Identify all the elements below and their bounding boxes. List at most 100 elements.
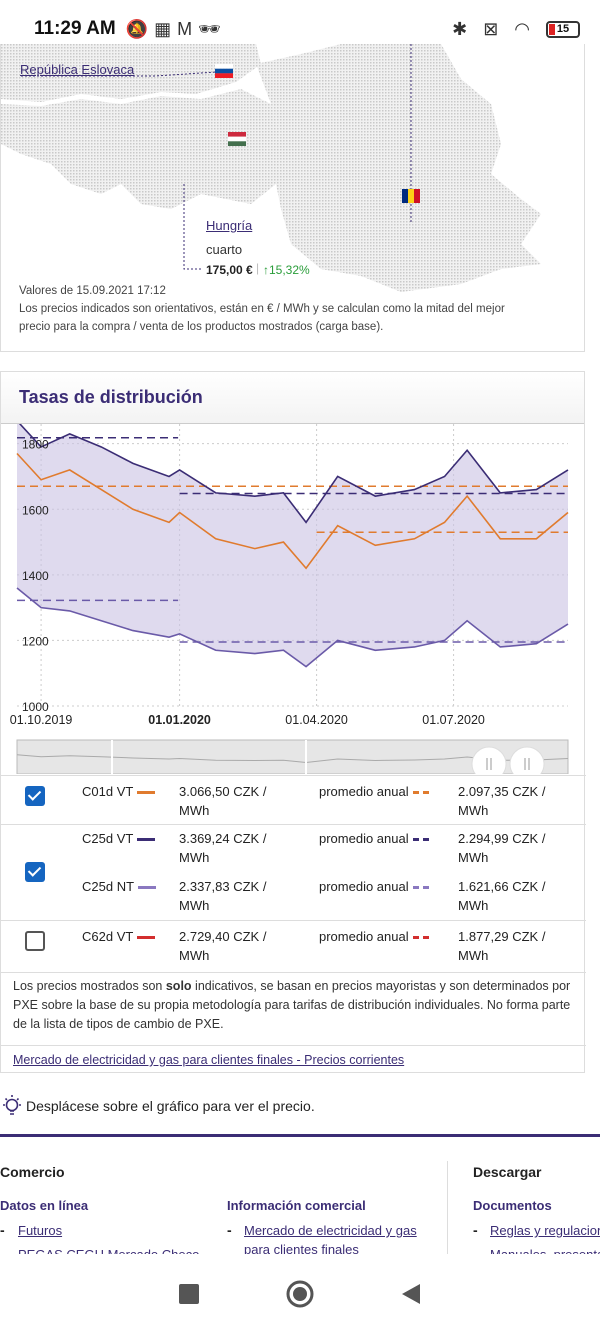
avg-label: promedio anual bbox=[319, 877, 431, 896]
tariff-name: C62d VT bbox=[82, 927, 156, 946]
hungary-change-value: 15,32% bbox=[269, 263, 310, 277]
footer-link-end-customers[interactable]: Mercado de electricidad y gas para clien… bbox=[244, 1223, 417, 1254]
series-line-0 bbox=[18, 424, 569, 524]
apps-icon: ▦ bbox=[154, 18, 172, 39]
tariff-table: C01d VT 3.066,50 CZK / MWh promedio anua… bbox=[1, 775, 586, 973]
back-icon[interactable] bbox=[400, 1283, 422, 1305]
home-icon[interactable] bbox=[285, 1279, 315, 1309]
map-graphic[interactable] bbox=[1, 44, 585, 294]
footer-link-pegas[interactable]: PEGAS CEGH Mercado Checo bbox=[18, 1245, 199, 1254]
distribution-card: Tasas de distribución 1000 1200 1400 1600 18… bbox=[0, 371, 586, 1074]
footer-heading-download: Descargar bbox=[473, 1164, 542, 1180]
checkbox-c01d[interactable] bbox=[25, 786, 45, 806]
tariff-price: 2.729,40 CZK / MWh bbox=[179, 929, 267, 963]
distribution-chart[interactable]: 1000 1200 1400 1600 1800 01.10.2019 01.01.2020… bbox=[1, 424, 586, 774]
x-tick-label: 01.04.2020 bbox=[285, 713, 348, 727]
x-tick-label: 01.01.2020 bbox=[148, 713, 211, 727]
lightbulb-icon bbox=[3, 1095, 21, 1115]
tariff-name: C01d VT bbox=[82, 782, 156, 801]
footer-divider bbox=[447, 1161, 448, 1254]
chart-hint: Desplácese sobre el gráfico para ver el … bbox=[0, 1093, 315, 1119]
navigator-border bbox=[16, 739, 569, 774]
footer-sub-documents: Documentos bbox=[473, 1198, 552, 1213]
android-nav-bar bbox=[0, 1254, 600, 1333]
avg-price: 1.877,29 CZK / MWh bbox=[458, 929, 546, 963]
navigator-line bbox=[16, 754, 569, 764]
clock: 11:29 AM bbox=[34, 18, 116, 39]
map-region-romania bbox=[256, 44, 541, 292]
avg-label: promedio anual bbox=[319, 927, 431, 946]
x-tick-label: 01.07.2020 bbox=[422, 713, 485, 727]
legend-solid-orange-icon bbox=[137, 791, 156, 795]
footer: Comercio Datos en línea - Futuros PEGAS … bbox=[0, 1134, 600, 1254]
footer-sub-online-data: Datos en línea bbox=[0, 1198, 89, 1213]
legend-solid-navy-icon bbox=[137, 838, 156, 842]
disclaimer: Los precios mostrados son solo indicativ… bbox=[13, 979, 571, 1031]
footer-link-rules[interactable]: Reglas y regulaciones bbox=[490, 1223, 600, 1238]
values-date: Valores de 15.09.2021 17:12 bbox=[19, 285, 166, 297]
legend-dashed-purple-icon bbox=[412, 886, 431, 890]
footer-heading-trade: Comercio bbox=[0, 1164, 65, 1180]
navigator-handle[interactable] bbox=[509, 746, 545, 774]
do-not-disturb-icon: 🔕 bbox=[125, 18, 149, 39]
legend-dashed-navy-icon bbox=[412, 838, 431, 842]
country-link-slovakia[interactable]: República Eslovaca bbox=[20, 62, 135, 77]
avg-label: promedio anual bbox=[319, 829, 431, 848]
gmail-icon: M bbox=[177, 18, 193, 39]
hungary-rank: cuarto bbox=[206, 242, 243, 257]
footer-link-manuals[interactable]: Manuales, presentaciones bbox=[490, 1245, 600, 1254]
series-line-1 bbox=[16, 452, 569, 570]
footer-link-futures[interactable]: Futuros bbox=[18, 1223, 63, 1238]
checkbox-c62d[interactable] bbox=[25, 931, 45, 951]
hint-text: Desplácese sobre el gráfico para ver el … bbox=[26, 1098, 315, 1114]
status-bar: 11:29 AM 🔕 ▦ M 🕶 ✱ ⊠ ◠ 15 bbox=[0, 0, 600, 58]
tariff-price: 3.369,24 CZK / MWh bbox=[179, 831, 267, 865]
map-region-hungary bbox=[1, 89, 281, 209]
avg-price: 2.097,35 CZK / MWh bbox=[458, 784, 546, 818]
wifi-icon: ◠ bbox=[514, 18, 530, 39]
romania-flag-icon bbox=[402, 189, 420, 203]
distribution-header: Tasas de distribución bbox=[1, 372, 584, 424]
no-sim-icon: ⊠ bbox=[483, 18, 499, 39]
country-link-hungary[interactable]: Hungría bbox=[206, 218, 253, 233]
battery-icon: 15 bbox=[546, 20, 580, 38]
distribution-title: Tasas de distribución bbox=[19, 387, 203, 407]
y-tick-label: 1800 bbox=[22, 438, 49, 452]
slovakia-flag-icon bbox=[215, 64, 233, 78]
y-tick-label: 1200 bbox=[22, 634, 49, 648]
map-note: Los precios indicados son orientativos, … bbox=[19, 303, 505, 333]
y-tick-label: 1000 bbox=[22, 700, 49, 714]
bluetooth-icon: ✱ bbox=[452, 18, 468, 39]
legend-dashed-orange-icon bbox=[412, 791, 431, 795]
tariff-price: 3.066,50 CZK / MWh bbox=[179, 784, 267, 818]
x-tick-label: 01.10.2019 bbox=[10, 713, 73, 727]
checkbox-c25d[interactable] bbox=[25, 862, 45, 882]
avg-label: promedio anual bbox=[319, 782, 431, 801]
table-row: C25d VT 3.369,24 CZK / MWh promedio anua… bbox=[1, 825, 586, 921]
recents-icon[interactable] bbox=[178, 1283, 200, 1305]
avg-price: 1.621,66 CZK / MWh bbox=[458, 879, 546, 913]
y-tick-label: 1600 bbox=[22, 503, 49, 517]
map-region-slovakia bbox=[1, 44, 261, 102]
price-map-card: República Eslovaca Hungría cuarto 175,00… bbox=[0, 44, 585, 352]
navigator-handle[interactable] bbox=[471, 746, 507, 774]
hungary-price: 175,00 € bbox=[206, 263, 253, 277]
market-prices-link[interactable]: Mercado de electricidad y gas para clien… bbox=[1, 1045, 586, 1074]
tariff-name: C25d VT bbox=[82, 829, 156, 848]
series-line-2 bbox=[16, 587, 569, 668]
chart-band-area bbox=[17, 424, 568, 667]
tariff-name: C25d NT bbox=[82, 877, 157, 896]
table-row: C62d VT 2.729,40 CZK / MWh promedio anua… bbox=[1, 921, 586, 973]
y-tick-label: 1400 bbox=[22, 569, 49, 583]
table-row: C01d VT 3.066,50 CZK / MWh promedio anua… bbox=[1, 775, 586, 825]
legend-solid-purple-icon bbox=[138, 886, 157, 890]
tariff-price: 2.337,83 CZK / MWh bbox=[179, 879, 267, 913]
footer-sub-trade-info: Información comercial bbox=[227, 1198, 366, 1213]
legend-dashed-red-icon bbox=[412, 936, 431, 940]
hungary-change: ↑15,32% bbox=[263, 263, 310, 277]
legend-solid-red-icon bbox=[137, 936, 156, 940]
arrow-up-icon: ↑ bbox=[263, 263, 269, 277]
incognito-icon: 🕶 bbox=[198, 18, 221, 39]
hungary-flag-icon bbox=[228, 132, 246, 146]
avg-price: 2.294,99 CZK / MWh bbox=[458, 831, 546, 865]
